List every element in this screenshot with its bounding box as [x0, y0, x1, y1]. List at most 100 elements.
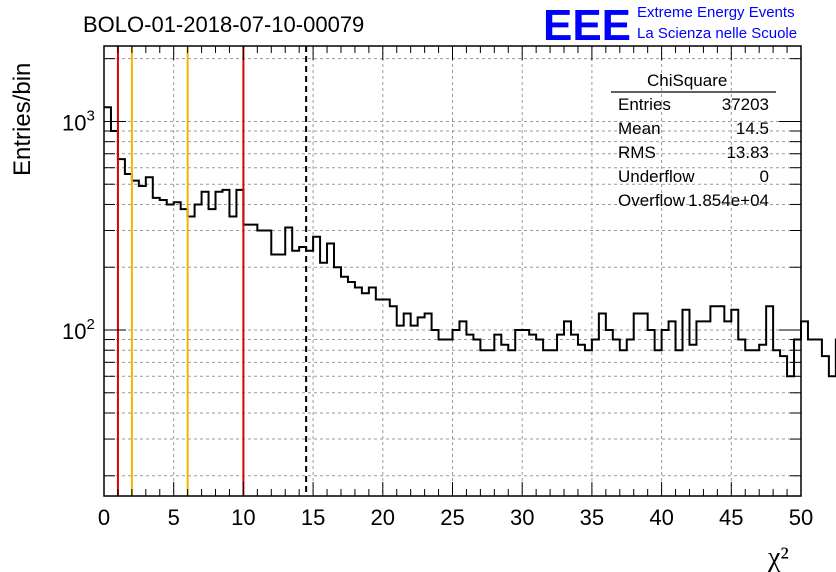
histogram-bin	[369, 287, 376, 496]
histogram-bin	[822, 356, 829, 496]
histogram-bin	[425, 313, 432, 496]
stats-row-label: Underflow	[618, 167, 695, 186]
histogram-bin	[529, 335, 536, 496]
x-tick-label: 0	[98, 505, 110, 530]
histogram-bin	[585, 350, 592, 496]
histogram-bin	[766, 306, 773, 496]
histogram-bin	[104, 107, 111, 496]
histogram-bin	[808, 340, 815, 496]
histogram-series	[104, 106, 836, 496]
histogram-bin	[599, 313, 606, 496]
histogram-outline	[104, 106, 836, 378]
histogram-bin	[222, 190, 229, 496]
y-tick-labels: 102 103	[62, 107, 95, 344]
x-tick-label: 20	[371, 505, 395, 530]
histogram-bin	[243, 225, 250, 496]
stats-title: ChiSquare	[647, 71, 727, 90]
histogram-bin	[745, 350, 752, 496]
histogram-bin	[160, 200, 167, 496]
histogram-bin	[209, 209, 216, 496]
stats-row-value: 37203	[722, 95, 769, 114]
histogram-bin	[641, 313, 648, 496]
histogram-bin	[313, 237, 320, 496]
stats-row-value: 0	[760, 167, 769, 186]
histogram-bin	[334, 267, 341, 496]
histogram-bin	[181, 209, 188, 496]
x-tick-label: 40	[649, 505, 673, 530]
histogram-bin	[404, 313, 411, 496]
y-tick-label: 102	[62, 316, 95, 344]
histogram-bin	[508, 350, 515, 496]
histogram-bin	[829, 376, 836, 496]
histogram-bin	[118, 159, 125, 496]
histogram-bin	[648, 330, 655, 496]
histogram-bin	[501, 345, 508, 496]
logo-line1: Extreme Energy Events	[637, 4, 795, 21]
histogram-bin	[578, 345, 585, 496]
histogram-bin	[815, 340, 822, 496]
grid	[104, 46, 801, 496]
histogram-bin	[195, 204, 202, 496]
x-tick-label: 35	[580, 505, 604, 530]
histogram-bin	[390, 306, 397, 496]
histogram-bin	[264, 230, 271, 496]
logo-line2: La Scienza nelle Scuole	[637, 25, 797, 42]
stats-row-label: RMS	[618, 143, 656, 162]
histogram-bin	[202, 192, 209, 496]
histogram-bin	[759, 345, 766, 496]
stats-row-value: 1.854e+04	[688, 191, 769, 210]
histogram-bin	[432, 330, 439, 496]
stats-row-value: 14.5	[736, 119, 769, 138]
histogram-bin	[411, 326, 418, 496]
histogram-bin	[257, 230, 264, 496]
histogram-bin	[487, 350, 494, 496]
histogram-bin	[794, 340, 801, 496]
histogram-bin	[174, 202, 181, 496]
histogram-bin	[167, 204, 174, 496]
y-tick-label: 103	[62, 107, 95, 135]
histogram-bin	[696, 321, 703, 496]
histogram-bin	[724, 321, 731, 496]
histogram-bin	[773, 350, 780, 496]
histogram-bin	[292, 251, 299, 496]
histogram-bin	[480, 350, 487, 496]
stats-row-label: Mean	[618, 119, 661, 138]
histogram-bin	[250, 225, 257, 496]
histogram-bin	[453, 330, 460, 496]
histogram-bin	[536, 340, 543, 496]
histogram-bin	[188, 217, 195, 496]
x-tick-label: 45	[719, 505, 743, 530]
eee-logo: EEE Extreme Energy Events La Scienza nel…	[543, 1, 797, 50]
x-tick-label: 15	[301, 505, 325, 530]
chart-title: BOLO-01-2018-07-10-00079	[83, 12, 364, 37]
histogram-bin	[543, 350, 550, 496]
stats-row-value: 13.83	[726, 143, 769, 162]
histogram-bin	[139, 186, 146, 496]
x-tick-label: 50	[789, 505, 813, 530]
histogram-bin	[787, 376, 794, 496]
histogram-bin	[320, 263, 327, 496]
histogram-bin	[801, 321, 808, 496]
y-axis-label: Entries/bin	[9, 63, 36, 176]
x-tick-label: 5	[168, 505, 180, 530]
histogram-bin	[466, 335, 473, 496]
histogram-bin	[710, 306, 717, 496]
x-axis-label: χ²	[767, 542, 789, 572]
histogram-bin	[216, 192, 223, 496]
histogram-bin	[348, 282, 355, 496]
histogram-bin	[752, 350, 759, 496]
histogram-bin	[111, 131, 118, 496]
histogram-bin	[515, 330, 522, 496]
stats-rows: Entries 37203 Mean 14.5 RMS 13.83 Underflow 0 Ov…	[618, 95, 769, 210]
histogram-bin	[676, 350, 683, 496]
histogram-bin	[229, 217, 236, 496]
histogram-bin	[606, 330, 613, 496]
histogram-bin	[717, 306, 724, 496]
histogram-bin	[341, 277, 348, 496]
histogram-bin	[459, 321, 466, 496]
histogram-bin	[153, 198, 160, 496]
histogram-bin	[125, 174, 132, 496]
cut-lines	[116, 46, 308, 496]
histogram-bin	[494, 335, 501, 496]
